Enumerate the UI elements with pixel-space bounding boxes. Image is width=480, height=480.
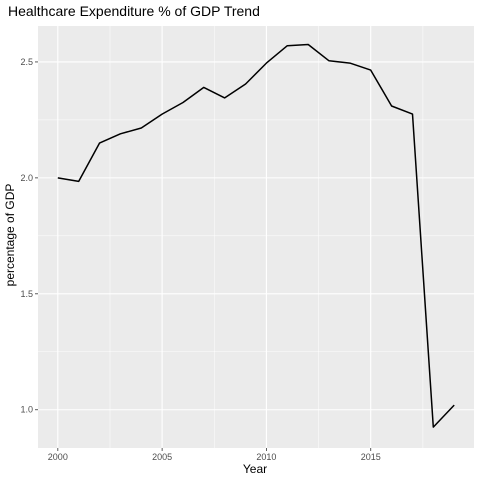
y-axis-title: percentage of GDP	[3, 184, 17, 287]
y-tick-label: 1.0	[20, 405, 33, 415]
grid-lines	[38, 26, 474, 448]
chart-title: Healthcare Expenditure % of GDP Trend	[8, 3, 260, 19]
y-tick-label: 1.5	[20, 289, 33, 299]
x-tick-label: 2010	[256, 452, 276, 462]
y-tick-label: 2.5	[20, 57, 33, 67]
x-axis-title: Year	[243, 462, 267, 476]
series-layer	[57, 43, 455, 428]
x-tick-label: 2015	[361, 452, 381, 462]
y-tick-label: 2.0	[20, 173, 33, 183]
axes: 2000 2005 2010 2015 1.0 1.5 2.0 2.5	[20, 57, 380, 462]
plot-panel	[38, 26, 474, 448]
x-tick-label: 2005	[152, 452, 172, 462]
x-tick-label: 2000	[48, 452, 68, 462]
series-line	[57, 43, 455, 428]
